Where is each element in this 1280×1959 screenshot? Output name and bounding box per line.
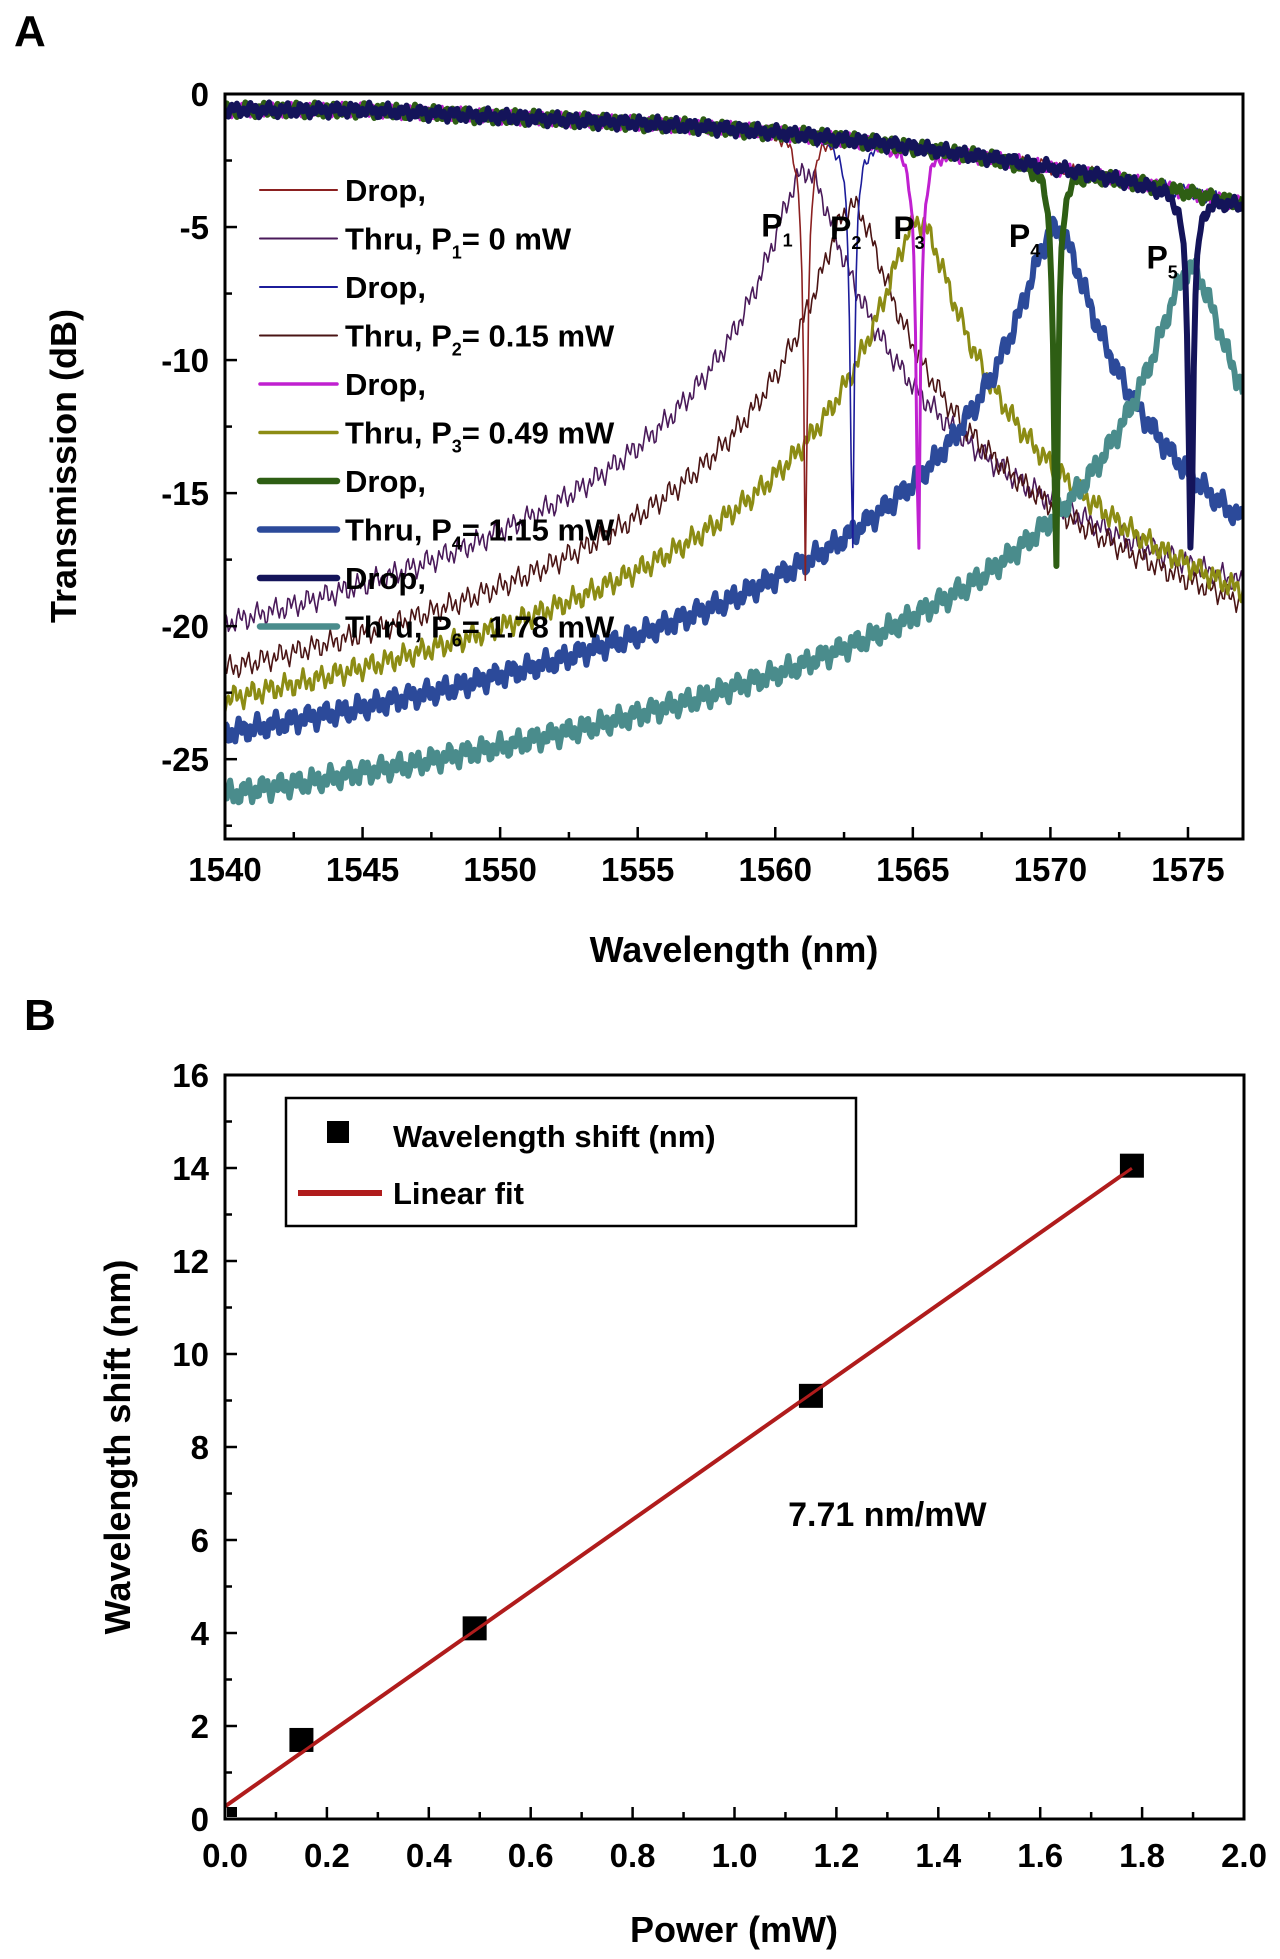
peak-label-5: P5 [1146,239,1177,282]
legend-label: Thru, P2= 0.15 mW [345,319,615,360]
chart-a-x-axis-title: Wavelength (nm) [590,929,879,970]
y-tick-label: 0 [191,76,209,113]
legend-label: Thru, P6= 1.78 mW [345,610,615,651]
y-tick-label: 4 [191,1615,210,1652]
x-tick-label: 0.8 [610,1837,656,1874]
chart-a-frame [223,92,1245,841]
y-tick-label: 6 [191,1522,209,1559]
panel-label-b: B [24,991,56,1040]
series-drop-8 [225,99,1243,551]
y-tick-label: 16 [172,1057,209,1094]
x-tick-label: 0.6 [508,1837,554,1874]
linear-fit-line-overlay [225,1167,1133,1808]
series-thru-1 [225,162,1243,633]
chart-b: 0.0 0.2 0.4 0.6 0.8 1.0 1.2 1.4 1.6 1.8 2.0 0 2 4 6 8 10… [97,1057,1267,1950]
legend-label-linear-fit: Linear fit [393,1176,524,1211]
chart-a-peak-labels: P1 P2 P3 P4 P5 [761,207,1178,282]
chart-a-y-axis-title: Transmission (dB) [43,309,84,623]
peak-label-1: P1 [761,207,792,250]
x-tick-label: 1560 [739,851,812,888]
x-tick-label: 1545 [326,851,399,888]
x-tick-label: 1.8 [1119,1837,1165,1874]
y-tick-label: -10 [161,342,209,379]
x-tick-label: 1540 [188,851,261,888]
panel-label-a: A [14,7,46,56]
x-tick-label: 0.2 [304,1837,350,1874]
legend-label-wavelength-shift: Wavelength shift (nm) [393,1119,716,1154]
legend-label: Thru, P1= 0 mW [345,222,572,263]
legend-label: Drop, [345,367,426,402]
peak-label-3: P3 [893,210,924,253]
chart-a-ticks: 1540 1545 1550 1555 1560 1565 1570 1575 0 -5 -10 -1… [161,76,1224,888]
legend-label: Thru, P4= 1.15 mW [345,513,615,554]
origin-marker [227,1807,237,1817]
y-tick-label: -25 [161,741,209,778]
y-tick-label: 14 [172,1150,209,1187]
y-tick-label: -15 [161,475,209,512]
chart-b-slope-annotation: 7.71 nm/mW [788,1496,987,1534]
legend-label: Thru, P3= 0.49 mW [345,416,615,457]
chart-b-ticks: 0.0 0.2 0.4 0.6 0.8 1.0 1.2 1.4 1.6 1.8 2.0 0 2 4 6 8 10… [172,1057,1267,1874]
chart-b-x-axis-title: Power (mW) [630,1909,838,1950]
y-tick-label: 12 [172,1243,209,1280]
peak-label-4: P4 [1009,218,1040,261]
legend-marker-square [327,1121,349,1143]
x-tick-label: 0.4 [406,1837,453,1874]
chart-a-curves [225,99,1243,806]
y-tick-label: 8 [191,1429,209,1466]
x-tick-label: 1.2 [813,1837,859,1874]
legend-label: Drop, [345,464,426,499]
legend-label: Drop, [345,561,426,596]
chart-b-legend: Wavelength shift (nm) Linear fit [284,1096,858,1228]
x-tick-label: 1.4 [915,1837,962,1874]
y-tick-label: -5 [180,209,209,246]
y-tick-label: -20 [161,608,209,645]
series-thru-9 [225,257,1243,806]
chart-a: 1540 1545 1550 1555 1560 1565 1570 1575 0 -5 -10 -1… [43,76,1245,970]
y-tick-label: 2 [191,1708,209,1745]
x-tick-label: 1565 [876,851,949,888]
series-thru-7 [225,215,1243,745]
chart-b-plot [225,1153,1144,1817]
x-tick-label: 1550 [463,851,536,888]
chart-b-y-axis-title: Wavelength shift (nm) [97,1260,138,1635]
x-tick-label: 2.0 [1221,1837,1267,1874]
x-tick-label: 1575 [1151,851,1224,888]
x-tick-label: 1.0 [712,1837,758,1874]
y-tick-label: 0 [191,1801,209,1838]
chart-a-legend: Drop, Thru, P1= 0 mW Drop, Thru, P2= 0.15 m… [256,173,615,651]
x-tick-label: 1555 [601,851,674,888]
x-tick-label: 1570 [1014,851,1087,888]
y-tick-label: 10 [172,1336,209,1373]
legend-label: Drop, [345,270,426,305]
legend-label: Drop, [345,173,426,208]
x-tick-label: 1.6 [1017,1837,1063,1874]
chart-b-legend-box [284,1096,858,1228]
peak-label-2: P2 [830,210,861,253]
series-thru-3 [225,195,1243,679]
x-tick-label: 0.0 [202,1837,248,1874]
